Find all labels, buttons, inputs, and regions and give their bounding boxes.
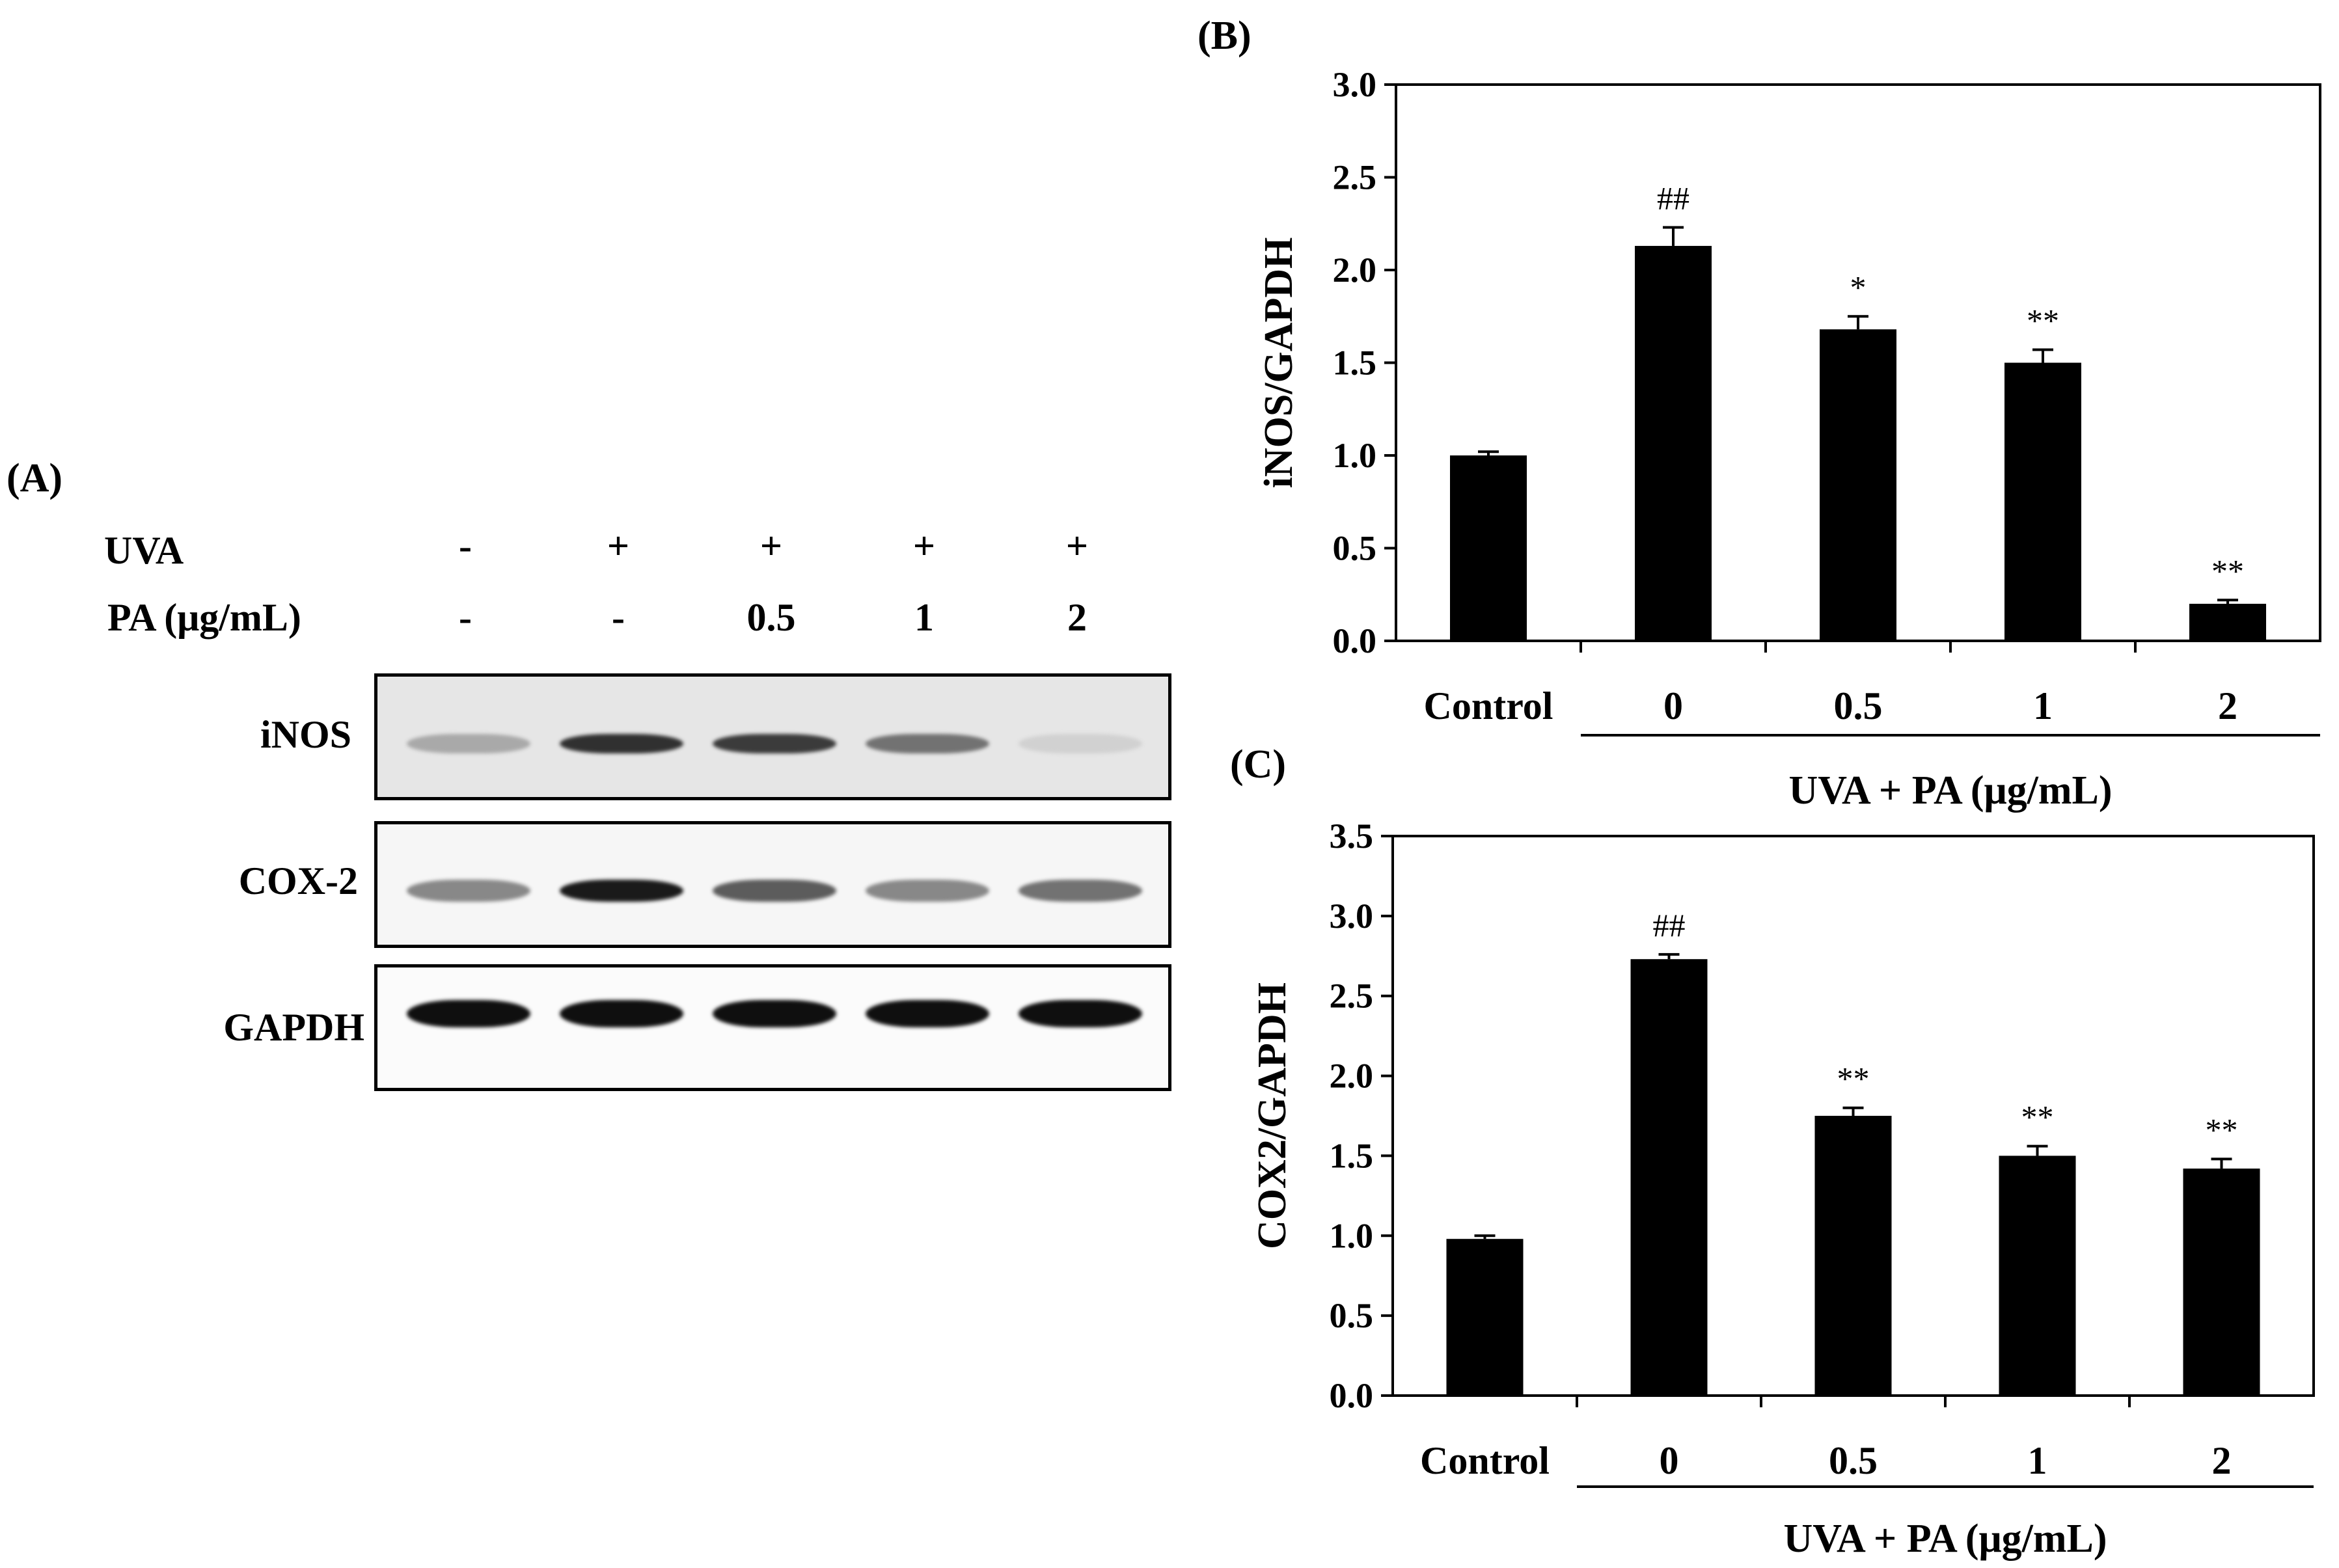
uva-row-label: UVA — [104, 529, 184, 572]
chart-0-ytick-label: 2.5 — [1333, 158, 1377, 197]
blot-label-inos: iNOS — [260, 713, 351, 756]
chart-1-category-label-2: 0.5 — [1829, 1439, 1878, 1482]
uva-lane-sign-4: + — [1065, 524, 1089, 567]
chart-0-xlabel: UVA + PA (μg/mL) — [1788, 768, 2112, 813]
panel-a-label: (A) — [7, 456, 63, 500]
chart-0-panel-label: (B) — [1197, 14, 1252, 58]
chart-0-ytick-label: 2.0 — [1333, 250, 1377, 290]
chart-1-bar-1 — [1630, 959, 1708, 1396]
inos-band-0 — [407, 734, 530, 753]
chart-1-ytick-label: 1.0 — [1330, 1216, 1374, 1255]
gapdh-band-3 — [866, 1000, 989, 1027]
chart-0-category-label-2: 0.5 — [1834, 684, 1883, 727]
uva-lane-sign-1: + — [607, 524, 630, 567]
chart-1-category-label-4: 2 — [2212, 1439, 2232, 1482]
pa-lane-value-2: 0.5 — [746, 596, 796, 639]
cox2-band-3 — [866, 880, 989, 902]
chart-1-ytick-label: 2.0 — [1330, 1057, 1374, 1096]
chart-1-bar-0 — [1446, 1239, 1524, 1396]
chart-0-annotation-2: * — [1850, 269, 1867, 305]
chart-1: (C) 0.0 0.5 1.0 1.5 2.0 2.5 3.0 3.5 Control ## 0 ** 0… — [1230, 742, 2315, 1561]
chart-1-ytick-label: 3.0 — [1330, 897, 1374, 936]
cox2-band-0 — [407, 880, 530, 902]
gapdh-band-4 — [1019, 1000, 1142, 1027]
inos-band-2 — [713, 734, 836, 753]
chart-1-ytick-label: 0.0 — [1330, 1376, 1374, 1415]
cox2-band-2 — [713, 880, 836, 902]
inos-band-4 — [1019, 734, 1142, 753]
chart-0-bar-2 — [1820, 329, 1896, 641]
uva-lane-sign-3: + — [912, 524, 936, 567]
gapdh-blot — [374, 964, 1171, 1091]
chart-1-ytick-label: 2.5 — [1330, 977, 1374, 1016]
cox2-band-1 — [560, 880, 683, 902]
uva-lane-sign-2: + — [759, 524, 783, 567]
chart-0-ytick-label: 3.0 — [1333, 65, 1377, 104]
pa-lane-value-3: 1 — [914, 596, 934, 639]
gapdh-band-1 — [560, 1000, 683, 1027]
chart-1-panel-label: (C) — [1230, 742, 1286, 787]
chart-0-annotation-1: ## — [1657, 180, 1689, 216]
chart-0-annotation-4: ** — [2211, 552, 2244, 589]
pa-lane-value-0: - — [459, 596, 472, 639]
chart-1-category-label-0: Control — [1420, 1439, 1550, 1482]
chart-1-bar-4 — [2183, 1169, 2260, 1396]
chart-0: (B) 0.0 0.5 1.0 1.5 2.0 2.5 3.0 Control ## 0 * 0.5 **… — [1197, 14, 2321, 813]
chart-0-bar-3 — [2004, 362, 2081, 641]
cox2-blot — [374, 821, 1171, 948]
chart-0-bar-0 — [1450, 455, 1527, 641]
pa-lane-value-4: 2 — [1067, 596, 1087, 639]
chart-0-category-label-4: 2 — [2218, 684, 2237, 727]
chart-0-category-label-0: Control — [1424, 684, 1553, 727]
chart-0-ytick-label: 1.0 — [1333, 436, 1377, 475]
pa-row-label: PA (μg/mL) — [107, 596, 301, 639]
inos-blot — [374, 673, 1171, 800]
chart-0-category-label-3: 1 — [2033, 684, 2053, 727]
chart-1-annotation-3: ** — [2021, 1099, 2054, 1135]
chart-1-ylabel: COX2/GAPDH — [1250, 982, 1294, 1249]
gapdh-band-0 — [407, 1000, 530, 1027]
chart-0-ylabel: iNOS/GAPDH — [1257, 237, 1301, 489]
chart-0-ytick-label: 1.5 — [1333, 344, 1377, 383]
blot-label-cox2: COX-2 — [238, 859, 358, 902]
chart-0-bar-1 — [1635, 245, 1712, 641]
chart-1-xlabel: UVA + PA (μg/mL) — [1783, 1517, 2107, 1561]
chart-0-ytick-label: 0.0 — [1333, 621, 1377, 660]
chart-0-bar-4 — [2189, 604, 2266, 641]
chart-1-ytick-label: 1.5 — [1330, 1136, 1374, 1175]
blot-label-gapdh: GAPDH — [223, 1006, 364, 1049]
chart-1-annotation-1: ## — [1653, 907, 1686, 943]
inos-band-1 — [560, 734, 683, 753]
uva-lane-sign-0: - — [459, 524, 472, 567]
chart-1-bar-2 — [1814, 1116, 1892, 1396]
chart-1-annotation-2: ** — [1837, 1061, 1870, 1097]
chart-0-ytick-label: 0.5 — [1333, 529, 1377, 568]
chart-1-ytick-label: 3.5 — [1330, 817, 1374, 856]
inos-band-3 — [866, 734, 989, 753]
cox2-band-4 — [1019, 880, 1142, 902]
chart-1-ytick-label: 0.5 — [1330, 1296, 1374, 1335]
chart-1-bar-3 — [1999, 1156, 2076, 1396]
chart-1-category-label-3: 1 — [2028, 1439, 2047, 1482]
chart-1-category-label-1: 0 — [1660, 1439, 1679, 1482]
chart-0-annotation-3: ** — [2027, 303, 2059, 339]
chart-1-annotation-4: ** — [2206, 1111, 2238, 1148]
gapdh-band-2 — [713, 1000, 836, 1027]
pa-lane-value-1: - — [612, 596, 625, 639]
chart-0-category-label-1: 0 — [1663, 684, 1683, 727]
